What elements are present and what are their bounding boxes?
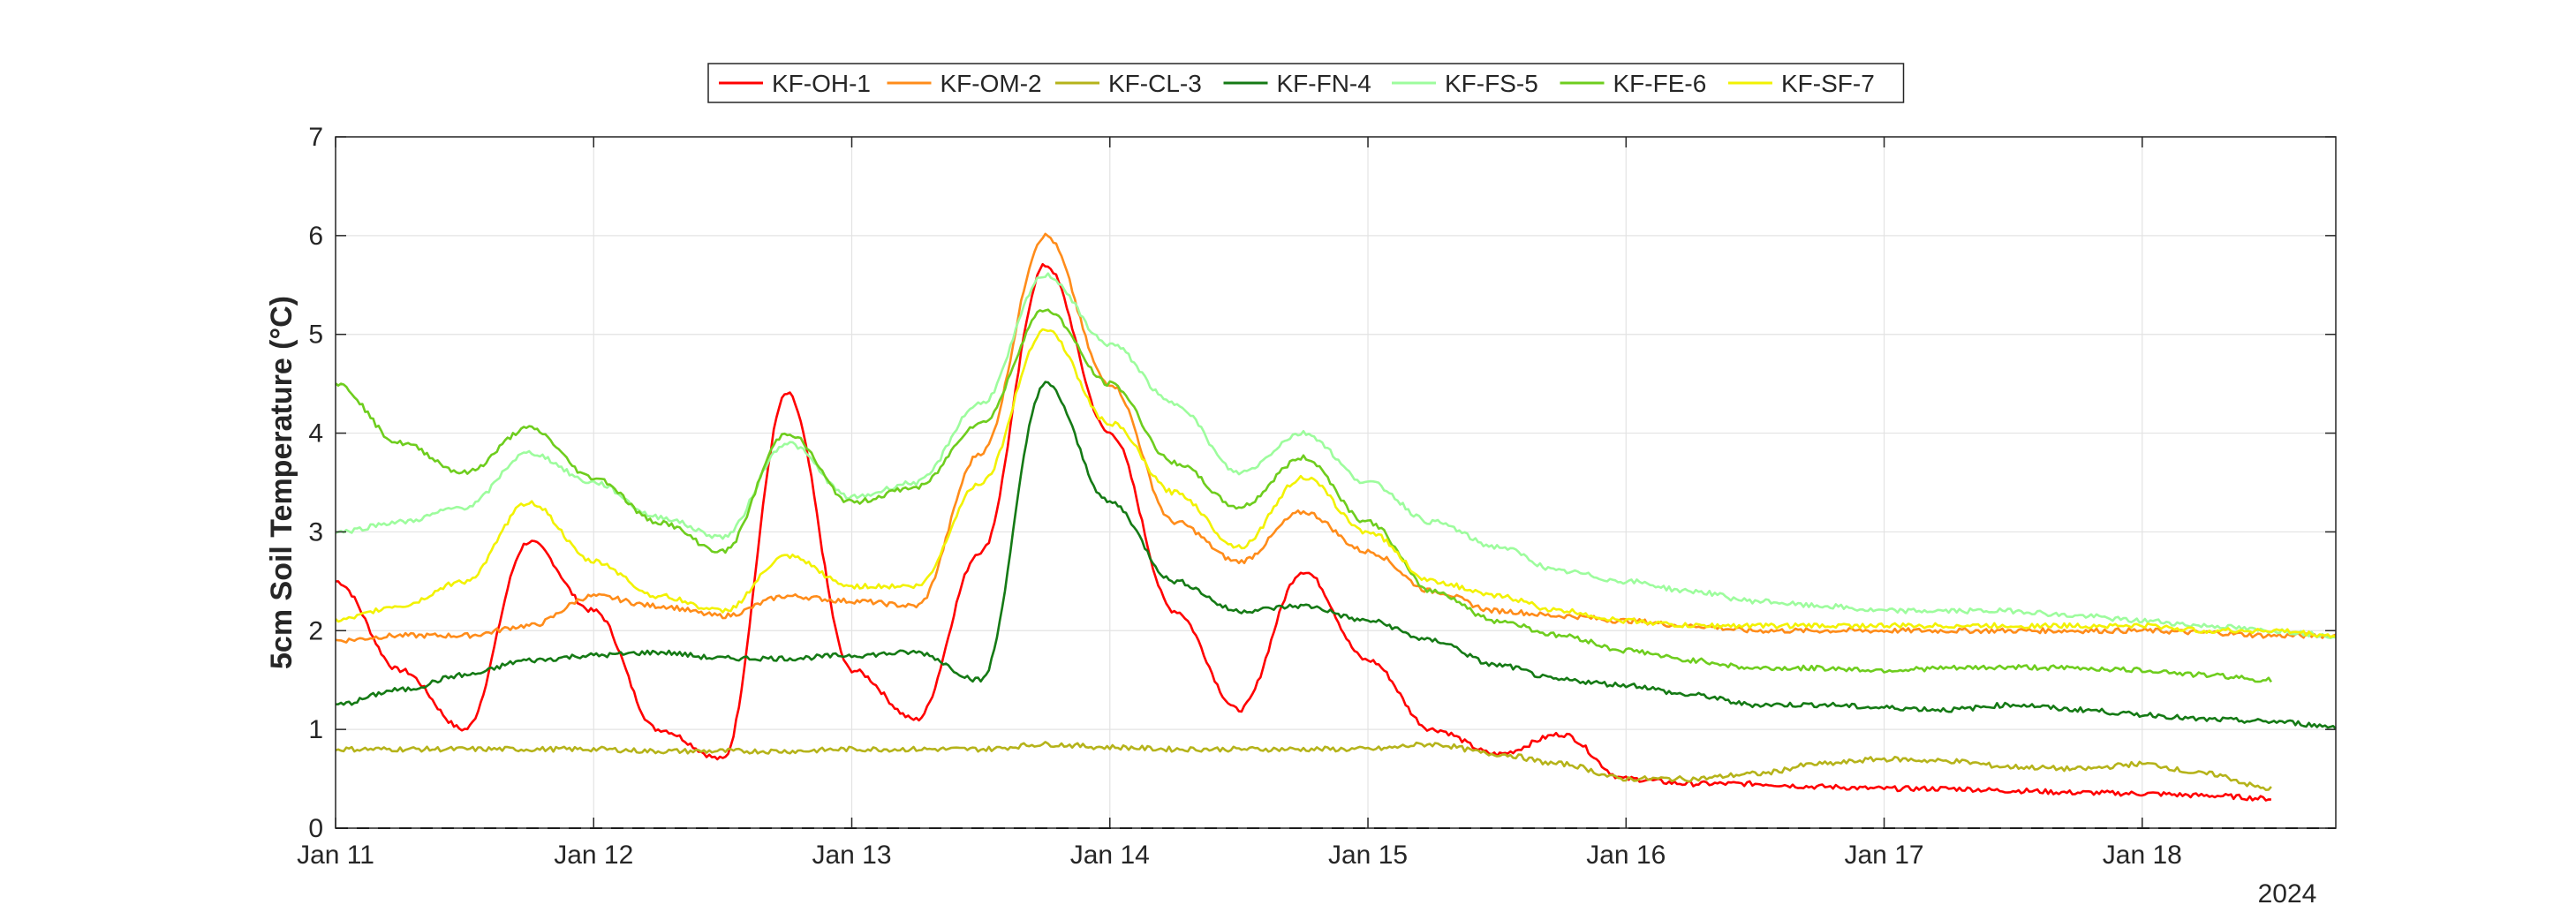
y-tick-label: 5 [308, 320, 323, 350]
y-tick-label: 6 [308, 222, 323, 251]
series-line-kf-fn-4 [335, 381, 2337, 730]
legend-label: KF-FN-4 [1277, 70, 1371, 97]
y-tick-label: 7 [308, 123, 323, 152]
plot-frame [335, 136, 2337, 829]
x-tick-label: Jan 12 [554, 841, 633, 870]
series-line-kf-cl-3 [335, 741, 2272, 791]
legend: KF-OH-1 KF-OM-2 KF-CL-3 KF-FN-4 KF-FS-5 KF-FE… [707, 63, 1905, 103]
series-line-kf-fs-5 [335, 272, 2337, 639]
y-axis-label: 5cm Soil Temperature (°C) [265, 296, 298, 669]
x-tick-label: Jan 13 [812, 841, 891, 870]
series-line-kf-sf-7 [335, 328, 2337, 638]
y-tick-label: 1 [308, 715, 323, 744]
y-tick-label: 0 [308, 814, 323, 843]
axis-ticks: 0 1 2 3 4 5 6 7 Jan 11 Jan 12 Jan 13 Jan 14 Jan 15 Ja… [297, 123, 2336, 870]
x-tick-label: Jan 11 [297, 841, 374, 870]
x-tick-label: Jan 14 [1070, 841, 1150, 870]
series-line-kf-om-2 [335, 232, 2337, 644]
x-tick-label: Jan 17 [1845, 841, 1924, 870]
plot-area [336, 137, 2336, 828]
legend-label: KF-OM-2 [941, 70, 1042, 97]
x-tick-label: Jan 15 [1328, 841, 1408, 870]
legend-label: KF-FS-5 [1445, 70, 1538, 97]
legend-label: KF-OH-1 [772, 70, 871, 97]
year-label: 2024 [2258, 879, 2317, 909]
y-tick-label: 2 [308, 616, 323, 645]
x-tick-label: Jan 18 [2103, 841, 2182, 870]
series-line-kf-oh-1 [336, 262, 2271, 802]
x-tick-label: Jan 16 [1586, 841, 1666, 870]
series-line-kf-fe-6 [335, 308, 2272, 683]
series-group [335, 232, 2337, 802]
y-tick-label: 3 [308, 517, 323, 547]
legend-label: KF-FE-6 [1613, 70, 1707, 97]
legend-label: KF-SF-7 [1781, 70, 1875, 97]
legend-label: KF-CL-3 [1108, 70, 1202, 97]
y-tick-label: 4 [308, 419, 323, 449]
